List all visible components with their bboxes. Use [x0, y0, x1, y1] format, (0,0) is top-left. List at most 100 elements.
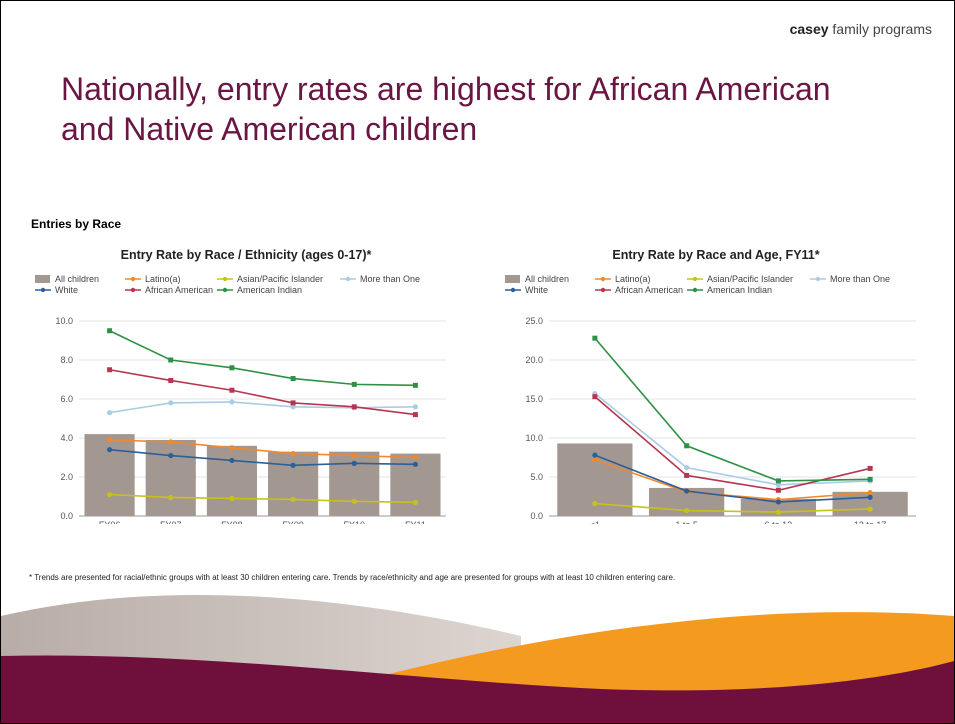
chart-title: Entry Rate by Race / Ethnicity (ages 0-1…: [121, 248, 372, 262]
series-line-american-indian: [594, 337, 871, 482]
series-line-american-indian: [109, 330, 416, 387]
y-tick-label: 10.0: [55, 316, 73, 326]
point-asian: [229, 495, 235, 502]
legend-marker: [692, 276, 698, 282]
brand-rest: family programs: [828, 21, 932, 37]
y-tick-label: 8.0: [60, 355, 73, 365]
point-asian: [106, 491, 113, 498]
legend-swatch: [505, 275, 520, 283]
chart-race-ethnicity: Entry Rate by Race / Ethnicity (ages 0-1…: [31, 239, 461, 524]
point-more-than-one: [684, 465, 690, 471]
legend-label: White: [525, 285, 548, 295]
point-asian: [775, 509, 781, 515]
series-line-white: [109, 448, 416, 467]
x-tick-label: FY07: [160, 520, 182, 524]
legend-label: Asian/Pacific Islander: [707, 274, 793, 284]
y-tick-label: 0.0: [60, 511, 73, 521]
bar-all-children: [84, 434, 135, 516]
point-african-american: [168, 377, 174, 383]
point-more-than-one: [775, 482, 781, 488]
point-african-american: [107, 367, 113, 373]
bar-all-children: [268, 451, 319, 516]
brand-bold: casey: [789, 21, 829, 37]
legend-item-all-children: All children: [35, 274, 99, 284]
point-african-american: [412, 412, 418, 418]
legend-item-asian: Asian/Pacific Islander: [687, 274, 793, 284]
x-tick-label: 1 to 5: [675, 520, 698, 524]
point-american-indian: [592, 335, 598, 341]
y-tick-label: 2.0: [60, 472, 73, 482]
legend-item-american-indian: American Indian: [687, 285, 772, 295]
point-asian: [412, 499, 419, 505]
x-tick-label: FY11: [405, 520, 426, 524]
legend-marker: [600, 276, 606, 282]
point-asian: [684, 507, 690, 514]
legend-label: American Indian: [237, 285, 302, 295]
point-asian: [867, 506, 873, 512]
point-american-indian: [412, 382, 418, 388]
legend-label: African American: [145, 285, 213, 295]
chart-svg: Entry Rate by Race / Ethnicity (ages 0-1…: [35, 248, 446, 524]
point-american-indian: [775, 478, 781, 484]
point-white: [229, 457, 235, 464]
point-more-than-one: [106, 410, 113, 416]
series-line-more-than-one: [594, 392, 871, 486]
series-line-asian: [109, 493, 416, 504]
point-white: [592, 452, 598, 458]
series-line-latino: [109, 439, 416, 459]
bar-all-children: [145, 439, 196, 516]
legend-marker: [510, 287, 516, 293]
point-american-indian: [351, 381, 357, 387]
point-american-indian: [867, 476, 873, 482]
legend-marker: [40, 287, 46, 293]
point-asian: [290, 496, 296, 503]
footnote: * Trends are presented for racial/ethnic…: [29, 573, 676, 582]
point-white: [290, 462, 296, 468]
legend-label: Asian/Pacific Islander: [237, 274, 323, 284]
legend-item-african-american: African American: [125, 285, 213, 295]
point-asian: [168, 494, 174, 501]
point-african-american: [592, 394, 598, 400]
point-more-than-one: [412, 404, 419, 410]
y-tick-label: 0.0: [530, 511, 543, 521]
legend-item-asian: Asian/Pacific Islander: [217, 274, 323, 284]
x-tick-label: FY06: [99, 520, 121, 524]
point-latino: [229, 445, 235, 451]
legend-item-american-indian: American Indian: [217, 285, 302, 295]
chart-svg: Entry Rate by Race and Age, FY11* All chi…: [505, 248, 916, 524]
y-tick-label: 4.0: [60, 433, 73, 443]
legend-label: Latino(a): [615, 274, 651, 284]
x-tick-label: FY10: [343, 520, 365, 524]
y-tick-label: 5.0: [530, 472, 543, 482]
series-line-asian: [594, 502, 871, 513]
point-white: [775, 499, 781, 505]
y-tick-label: 15.0: [525, 394, 543, 404]
bar-all-children: [206, 445, 257, 516]
y-tick-label: 10.0: [525, 433, 543, 443]
y-tick-label: 20.0: [525, 355, 543, 365]
series-line-more-than-one: [109, 401, 416, 414]
legend-item-all-children: All children: [505, 274, 569, 284]
point-latino: [592, 457, 598, 463]
point-african-american: [775, 487, 781, 493]
legend-marker: [345, 276, 351, 282]
legend-marker: [130, 276, 136, 282]
point-latino: [168, 439, 174, 445]
legend-label: White: [55, 285, 78, 295]
legend-item-latino: Latino(a): [595, 274, 651, 284]
legend-marker: [222, 287, 228, 293]
legend-marker: [222, 276, 228, 282]
legend-swatch: [35, 275, 50, 283]
point-african-american: [351, 404, 357, 410]
point-white: [684, 488, 690, 494]
point-african-american: [229, 387, 235, 393]
y-tick-label: 25.0: [525, 316, 543, 326]
point-white: [412, 461, 419, 467]
slide-title: Nationally, entry rates are highest for …: [61, 71, 831, 147]
point-asian: [592, 500, 598, 507]
point-more-than-one: [168, 400, 174, 406]
point-african-american: [867, 465, 873, 471]
point-white: [106, 447, 113, 453]
point-american-indian: [107, 328, 113, 334]
